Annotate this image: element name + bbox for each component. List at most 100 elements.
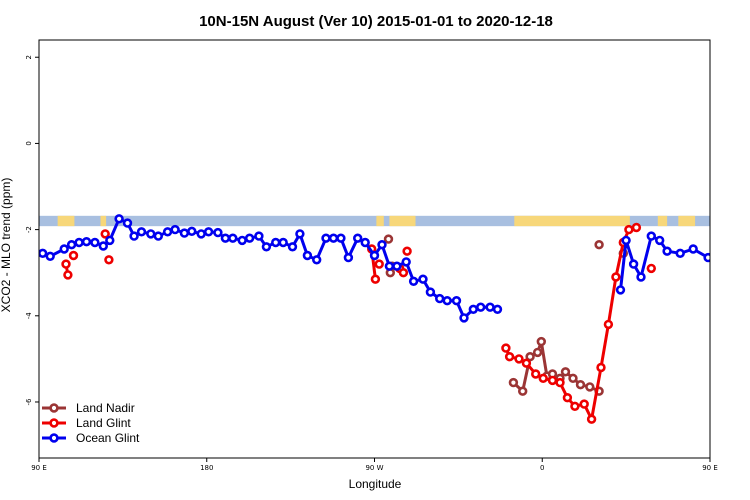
ocean-glint-point [66, 240, 77, 250]
ocean-glint-point [636, 272, 646, 282]
y-tick-label-0: 2 [25, 55, 33, 59]
ocean-glint-point [312, 255, 322, 265]
land-glint-point [370, 274, 381, 284]
ocean-glint-point [353, 233, 363, 243]
ocean-glint-point [492, 304, 503, 314]
land-glint-point [398, 268, 409, 278]
ocean-glint-point [703, 252, 710, 263]
ocean-glint-point [459, 313, 469, 323]
ocean-glint-point [129, 231, 139, 241]
ocean-glint-point [271, 237, 281, 248]
ocean-glint-point [476, 302, 486, 312]
ocean-band [39, 215, 710, 227]
land-nadir-point [560, 367, 571, 377]
ocean-glint-point [45, 251, 55, 261]
y-tick-label-3: -4 [25, 312, 33, 320]
ocean-glint-point [162, 227, 173, 237]
ocean-glint-point [485, 302, 495, 312]
y-tick-label-2: -2 [25, 226, 33, 233]
ocean-glint-point [81, 237, 92, 247]
land-nadir-point [508, 377, 519, 388]
y-axis-ticks: 2 0 -2 -4 -6 [25, 55, 39, 405]
land-nadir-point [585, 382, 595, 392]
ocean-glint-point [662, 246, 672, 256]
y-tick-label-4: -6 [25, 398, 33, 406]
chart-title: 10N-15N August (Ver 10) 2015-01-01 to 20… [199, 13, 553, 30]
land-patch-3 [389, 215, 416, 227]
ocean-glint-point [718, 254, 725, 261]
ocean-glint-point [254, 231, 264, 241]
land-glint-point [374, 259, 384, 269]
legend-marker-land-glint [49, 418, 59, 428]
legend-item-land-nadir: Land Nadir [42, 401, 135, 415]
ocean-glint-point [146, 229, 156, 239]
ocean-glint-point [369, 250, 380, 261]
land-glint-point [104, 255, 114, 265]
land-patch-4 [514, 215, 630, 227]
ocean-glint-point [425, 287, 436, 297]
ocean-glint-point [726, 250, 733, 257]
legend-marker-ocean-glint [49, 433, 59, 443]
land-glint-point [100, 229, 110, 239]
ocean-glint-point [105, 235, 115, 246]
land-patch-2 [376, 215, 384, 227]
land-nadir-point [594, 240, 604, 250]
legend-label-ocean-glint: Ocean Glint [76, 431, 140, 445]
ocean-glint-point [114, 214, 124, 224]
ocean-glint-point [228, 233, 238, 243]
land-glint-point [646, 263, 656, 274]
ocean-glint-point [321, 233, 331, 243]
ocean-glint-point [418, 274, 428, 284]
land-glint-point [63, 270, 73, 280]
ocean-glint-point [213, 227, 223, 238]
land-glint-point [402, 246, 412, 256]
land-nadir-point [536, 336, 546, 347]
series-layer [39, 214, 750, 424]
land-glint-point [504, 352, 515, 362]
ocean-glint-point [442, 296, 452, 306]
land-nadir-point [525, 352, 535, 362]
x-tick-label-4: 90 E [702, 464, 718, 472]
x-tick-label-0: 90 E [31, 464, 47, 472]
ocean-glint-point [74, 237, 84, 248]
ocean-glint-line-0 [42, 217, 498, 320]
ocean-glint-point [136, 227, 147, 237]
ocean-glint-point [746, 241, 750, 248]
land-nadir-point [383, 234, 394, 244]
ocean-glint-point [360, 237, 370, 248]
ocean-glint-point [170, 224, 180, 235]
legend-label-land-nadir: Land Nadir [76, 401, 135, 415]
land-nadir-point [568, 373, 578, 383]
land-glint-point [728, 267, 735, 274]
ocean-glint-point [401, 257, 411, 267]
ocean-glint-point [646, 231, 656, 241]
ocean-glint-point [39, 248, 48, 258]
ocean-glint-point [408, 276, 419, 286]
series-ocean-glint [39, 214, 750, 323]
ocean-glint-point [203, 227, 214, 237]
ocean-glint-point [187, 226, 197, 237]
ocean-glint-point [220, 233, 231, 243]
legend-label-land-glint: Land Glint [76, 416, 131, 430]
x-tick-label-2: 90 W [365, 464, 383, 472]
land-glint-point [570, 401, 580, 411]
land-glint-point [603, 319, 614, 330]
ocean-glint-point [615, 285, 626, 295]
land-glint-point [555, 377, 565, 388]
land-patch-1 [100, 215, 107, 227]
ocean-glint-point [59, 244, 69, 254]
ocean-glint-point [295, 229, 305, 239]
land-glint-point [562, 393, 573, 403]
series-land-glint [61, 222, 735, 424]
y-axis-label: XCO2 - MLO trend (ppm) [0, 178, 13, 313]
ocean-glint-point [336, 233, 346, 243]
ocean-glint-point [122, 218, 133, 228]
land-glint-point [579, 399, 589, 409]
land-patch-5 [657, 215, 668, 227]
ocean-glint-point [737, 241, 744, 248]
ocean-glint-point [278, 237, 288, 248]
ocean-glint-point [621, 235, 631, 246]
land-glint-point [61, 259, 71, 269]
